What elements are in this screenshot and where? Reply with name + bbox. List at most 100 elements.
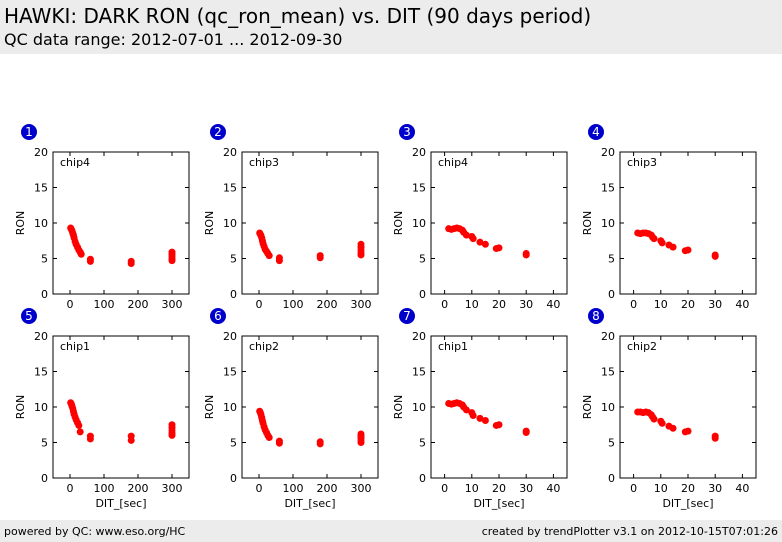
data-point — [127, 436, 135, 444]
x-tick-label: 20 — [681, 482, 695, 495]
y-tick-label: 10 — [412, 401, 426, 414]
y-tick-label: 15 — [223, 182, 237, 195]
data-point — [265, 252, 273, 260]
x-tick-label: 0 — [441, 298, 448, 311]
chart-panel-7: 7 0 5 10 15 20 0 10 20 30 40 chip1 RON DIT_[sec] — [392, 308, 568, 510]
page-subtitle: QC data range: 2012-07-01 ... 2012-09-30 — [4, 30, 343, 49]
y-tick-label: 20 — [34, 146, 48, 159]
data-point — [275, 439, 283, 447]
data-point — [669, 424, 677, 432]
chart-panel-8: 8 0 5 10 15 20 0 10 20 30 40 chip2 RON DIT_[sec] — [581, 308, 757, 510]
panel-number: 6 — [214, 309, 222, 323]
data-point — [357, 439, 365, 446]
x-tick-label: 300 — [162, 298, 183, 311]
y-tick-label: 20 — [412, 330, 426, 343]
y-tick-label: 15 — [34, 182, 48, 195]
y-axis-label: RON — [203, 395, 216, 420]
panel-number-badge — [588, 124, 604, 140]
panel-number: 4 — [592, 125, 600, 139]
plot-frame — [619, 335, 757, 479]
data-point — [476, 238, 484, 246]
y-tick-label: 15 — [412, 366, 426, 379]
data-point — [522, 251, 530, 259]
y-tick-label: 0 — [41, 472, 48, 485]
plot-frame — [430, 335, 568, 479]
panel-number-badge — [210, 124, 226, 140]
header-band: HAWKI: DARK RON (qc_ron_mean) vs. DIT (9… — [0, 0, 782, 54]
data-point — [522, 429, 530, 437]
y-tick-label: 5 — [41, 253, 48, 266]
panel-number-badge — [399, 124, 415, 140]
plot-frame — [241, 335, 379, 479]
y-tick-label: 20 — [601, 146, 615, 159]
y-tick-label: 10 — [34, 217, 48, 230]
panel-number-badge — [21, 124, 37, 140]
data-point — [86, 435, 94, 443]
x-tick-label: 100 — [283, 298, 304, 311]
data-point — [75, 421, 83, 429]
y-tick-label: 5 — [608, 437, 615, 450]
panel-number-badge — [588, 308, 604, 324]
x-tick-label: 300 — [162, 482, 183, 495]
x-tick-label: 30 — [708, 482, 722, 495]
x-tick-label: 100 — [94, 298, 115, 311]
data-point — [316, 254, 324, 262]
x-tick-label: 0 — [256, 298, 263, 311]
data-point — [650, 235, 658, 243]
plot-frame — [241, 151, 379, 295]
plot-frame — [52, 151, 190, 295]
y-tick-label: 15 — [601, 182, 615, 195]
plot-frame — [619, 151, 757, 295]
x-axis-label: DIT_[sec] — [95, 497, 146, 510]
panel-number: 2 — [214, 125, 222, 139]
y-axis-label: RON — [14, 211, 27, 236]
y-tick-label: 15 — [34, 366, 48, 379]
x-tick-label: 300 — [351, 482, 372, 495]
data-point — [495, 421, 503, 429]
x-tick-label: 40 — [546, 298, 560, 311]
y-tick-label: 0 — [419, 288, 426, 301]
x-tick-label: 200 — [317, 482, 338, 495]
data-point — [658, 419, 666, 427]
y-tick-label: 5 — [230, 437, 237, 450]
y-tick-label: 20 — [223, 146, 237, 159]
data-point — [684, 427, 692, 435]
panel-number-badge — [21, 308, 37, 324]
x-tick-label: 30 — [708, 298, 722, 311]
y-axis-label: RON — [392, 395, 405, 420]
data-point — [684, 246, 692, 254]
data-point — [481, 416, 489, 424]
x-tick-label: 10 — [654, 298, 668, 311]
x-tick-label: 0 — [256, 482, 263, 495]
x-tick-label: 200 — [128, 298, 149, 311]
chip-label: chip3 — [627, 156, 657, 169]
data-point — [275, 257, 283, 265]
y-tick-label: 5 — [41, 437, 48, 450]
data-point — [316, 440, 324, 448]
x-tick-label: 40 — [735, 482, 749, 495]
panel-number: 8 — [592, 309, 600, 323]
x-tick-label: 10 — [654, 482, 668, 495]
footer-powered-by: powered by QC: www.eso.org/HC — [4, 525, 186, 538]
data-point — [469, 235, 477, 243]
y-tick-label: 0 — [419, 472, 426, 485]
x-tick-label: 0 — [67, 298, 74, 311]
x-tick-label: 0 — [630, 298, 637, 311]
y-tick-label: 10 — [601, 217, 615, 230]
x-axis-label: DIT_[sec] — [284, 497, 335, 510]
y-tick-label: 5 — [419, 253, 426, 266]
y-tick-label: 0 — [608, 472, 615, 485]
x-tick-label: 30 — [519, 482, 533, 495]
data-point — [462, 406, 470, 414]
panel-number: 3 — [403, 125, 411, 139]
x-axis-label: DIT_[sec] — [473, 497, 524, 510]
x-tick-label: 200 — [317, 298, 338, 311]
panel-number: 5 — [25, 309, 33, 323]
data-point — [76, 428, 84, 436]
